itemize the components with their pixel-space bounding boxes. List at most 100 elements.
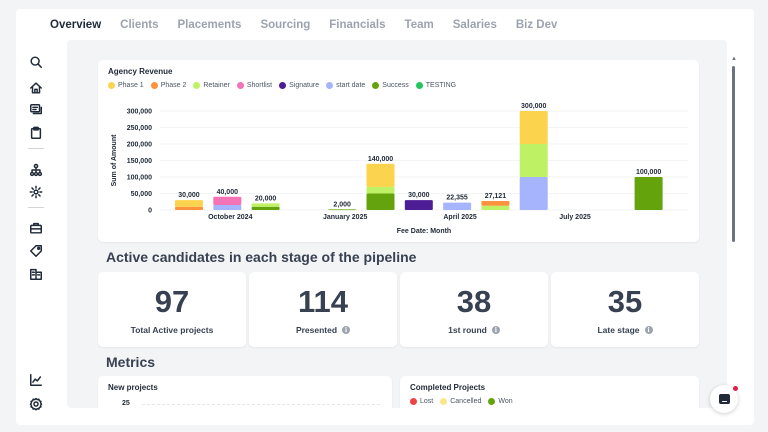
y-tick-label: 200,000: [127, 142, 152, 149]
x-tick-label: July 2025: [559, 214, 591, 221]
sidebar: [16, 50, 56, 420]
legend-label: Retainer: [203, 82, 230, 89]
bar-segment-success: [366, 193, 395, 210]
messages-icon[interactable]: [26, 100, 46, 120]
tab-overview[interactable]: Overview: [50, 19, 102, 31]
bar-segment-signature: [404, 200, 433, 210]
metric-axis-tick: 25: [122, 400, 130, 407]
notification-badge: [733, 386, 738, 391]
info-icon[interactable]: i: [491, 326, 500, 334]
tab-biz-dev[interactable]: Biz Dev: [515, 19, 558, 31]
legend-label: start date: [336, 82, 366, 89]
tab-financials[interactable]: Financials: [329, 19, 386, 31]
scrollbar-thumb[interactable]: [732, 66, 735, 242]
tab-sourcing[interactable]: Sourcing: [260, 19, 311, 31]
kpi-label-text: Late stage: [597, 325, 640, 335]
kpi-value: 114: [297, 284, 348, 319]
sidebar-divider-2: [28, 207, 44, 208]
kpi-value: 97: [154, 284, 190, 319]
bar-segment-start-date: [443, 202, 472, 210]
kpi-value: 35: [607, 284, 643, 319]
bar-total-label: 300,000: [521, 103, 546, 110]
clipboard-icon[interactable]: [26, 123, 46, 143]
y-tick-label: 100,000: [127, 175, 152, 182]
info-icon[interactable]: i: [644, 326, 653, 334]
kpi-card-late-stage[interactable]: 35 Late stage i: [551, 272, 699, 347]
new-projects-card: New projects 25: [98, 376, 392, 408]
bar-segment-phase-2: [175, 206, 203, 210]
bar-segment-phase-1: [519, 111, 548, 144]
analytics-icon[interactable]: [26, 370, 46, 390]
info-icon[interactable]: i: [342, 326, 351, 334]
buildings-icon[interactable]: [26, 264, 46, 284]
kpi-label-text: Total Active projects: [130, 325, 214, 335]
legend-item-signature[interactable]: Signature: [279, 82, 319, 89]
bar-total-label: 140,000: [368, 156, 393, 163]
x-tick-label: April 2025: [443, 214, 477, 221]
completed-projects-card: Completed Projects Lost Cancelled Won: [400, 376, 699, 408]
gear-icon[interactable]: [26, 394, 46, 414]
briefcase-icon[interactable]: [26, 218, 46, 238]
search-icon[interactable]: [26, 52, 46, 72]
legend-item-won[interactable]: Won: [488, 398, 513, 405]
bar-segment-start-date: [213, 205, 242, 210]
legend-dot: [488, 398, 496, 405]
bar-total-label: 30,000: [178, 192, 200, 199]
tag-icon[interactable]: [26, 241, 46, 261]
legend-item-testing[interactable]: TESTING: [415, 82, 456, 89]
settings-icon[interactable]: [26, 182, 46, 202]
legend-label: Phase 1: [118, 82, 144, 89]
bar-segment-start-date: [519, 177, 548, 210]
kpi-card-first-round[interactable]: 38 1st round i: [400, 272, 548, 347]
legend-item-phase-1[interactable]: Phase 1: [108, 82, 144, 89]
legend-label: Won: [498, 398, 513, 405]
legend-label: Success: [382, 82, 409, 89]
legend-dot: [372, 82, 380, 89]
bar-total-label: 30,000: [408, 192, 430, 199]
bar-segment-retainer: [481, 205, 510, 210]
home-icon[interactable]: [26, 78, 46, 98]
y-axis-label: Sum of Amount: [111, 134, 118, 187]
y-tick-label: 0: [148, 208, 152, 215]
tab-clients[interactable]: Clients: [120, 19, 159, 31]
legend-dot: [415, 82, 423, 89]
legend-dot: [326, 82, 334, 89]
legend-item-shortlist[interactable]: Shortlist: [236, 82, 272, 89]
x-tick-label: January 2025: [323, 214, 367, 221]
legend-item-success[interactable]: Success: [372, 82, 409, 89]
scroll-up-arrow[interactable]: ▲: [731, 56, 737, 62]
metric-title: New projects: [108, 383, 158, 392]
dashboard-content: 300,000 250,000 200,000 150,000 100,000 50,00…: [67, 40, 727, 408]
tab-salaries[interactable]: Salaries: [452, 19, 497, 31]
legend-item-start-date[interactable]: start date: [326, 82, 365, 89]
tab-placements[interactable]: Placements: [177, 19, 242, 31]
legend-dot: [440, 398, 448, 405]
legend-label: Lost: [420, 398, 434, 405]
bar-total-label: 2,000: [333, 201, 351, 208]
pipeline-title: Active candidates in each stage of the p…: [106, 249, 417, 265]
kpi-card-total-active[interactable]: 97 Total Active projects: [98, 272, 246, 347]
chart-title: Agency Revenue: [108, 67, 173, 76]
bar-total-label: 40,000: [217, 189, 239, 196]
y-tick-label: 50,000: [131, 191, 153, 198]
bar-segment-phase-1: [175, 200, 203, 207]
metrics-title: Metrics: [106, 354, 156, 370]
legend-dot: [150, 82, 158, 89]
legend-item-cancelled[interactable]: Cancelled: [440, 398, 481, 405]
agency-revenue-card: 300,000 250,000 200,000 150,000 100,000 50,00…: [98, 60, 699, 242]
kpi-label: Total Active projects: [98, 325, 246, 335]
bar-segment-phase-1: [366, 163, 395, 187]
org-chart-icon[interactable]: [26, 160, 46, 180]
gridline: [142, 404, 380, 405]
bar-segment-success: [634, 177, 663, 210]
y-tick-label: 150,000: [127, 158, 152, 165]
kpi-card-presented[interactable]: 114 Presented i: [249, 272, 397, 347]
legend-item-retainer[interactable]: Retainer: [193, 82, 230, 89]
sidebar-divider: [28, 148, 44, 149]
legend-item-lost[interactable]: Lost: [410, 398, 433, 405]
legend-item-phase-2[interactable]: Phase 2: [150, 82, 186, 89]
legend-label: Signature: [289, 82, 320, 89]
tab-team[interactable]: Team: [404, 19, 434, 31]
kpi-label-text: 1st round: [448, 325, 487, 335]
bar-segment-shortlist: [213, 196, 242, 206]
